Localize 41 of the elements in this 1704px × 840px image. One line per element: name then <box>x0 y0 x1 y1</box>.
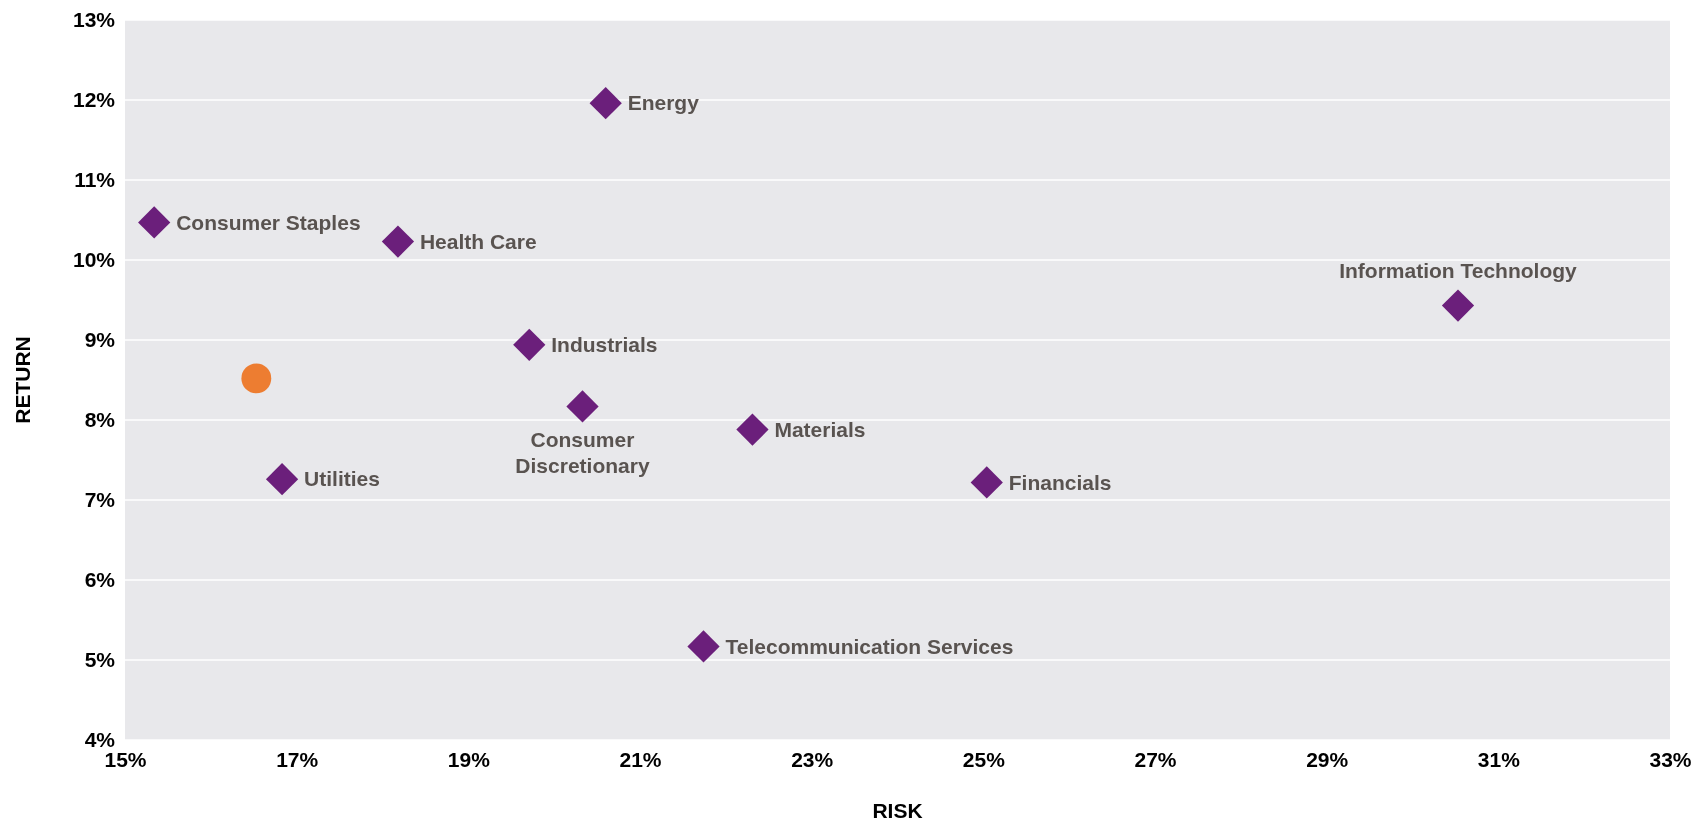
point <box>736 413 769 446</box>
y-tick-label: 11% <box>74 168 116 192</box>
x-tick-label: 29% <box>1306 747 1349 771</box>
point <box>513 328 546 361</box>
x-tick-label: 31% <box>1477 747 1521 771</box>
x-tick-label: 21% <box>619 747 662 771</box>
y-tick-label: 7% <box>84 488 116 512</box>
x-tick-label: 33% <box>1649 747 1692 771</box>
annotation: Consumer Discretionary <box>515 427 650 477</box>
annotation: Industrials <box>551 333 658 357</box>
y-tick-label: 8% <box>84 408 116 432</box>
annotation: Financials <box>1008 470 1112 494</box>
point <box>1441 289 1475 322</box>
x-axis-title: RISK <box>872 799 923 822</box>
annotation: Health Care <box>419 229 537 253</box>
point <box>970 466 1003 499</box>
point <box>241 363 272 394</box>
point <box>381 225 415 258</box>
annotation: Utilities <box>304 467 380 491</box>
y-tick-label: 13% <box>72 8 116 32</box>
point <box>687 630 720 663</box>
x-tick-label: 17% <box>276 747 319 771</box>
y-tick-label: 6% <box>84 568 116 592</box>
annotation: Information Technology <box>1339 258 1578 282</box>
annotation: Materials <box>774 417 866 441</box>
x-tick-label: 25% <box>962 747 1006 771</box>
x-tick-label: 27% <box>1134 747 1177 771</box>
x-tick-label: 19% <box>447 747 491 771</box>
annotation: Energy <box>627 91 700 115</box>
x-tick-label: 23% <box>791 747 834 771</box>
point <box>589 87 622 120</box>
y-tick-label: 5% <box>84 648 116 672</box>
annotation: Telecommunication Services <box>725 634 1014 658</box>
point <box>138 206 171 239</box>
y-tick-label: 12% <box>72 88 116 112</box>
y-axis-title: RETURN <box>11 336 34 424</box>
annotation: Consumer Staples <box>176 210 361 234</box>
point <box>265 463 299 496</box>
y-tick-label: 10% <box>72 248 116 272</box>
point <box>566 390 599 423</box>
y-tick-label: 9% <box>84 328 116 352</box>
